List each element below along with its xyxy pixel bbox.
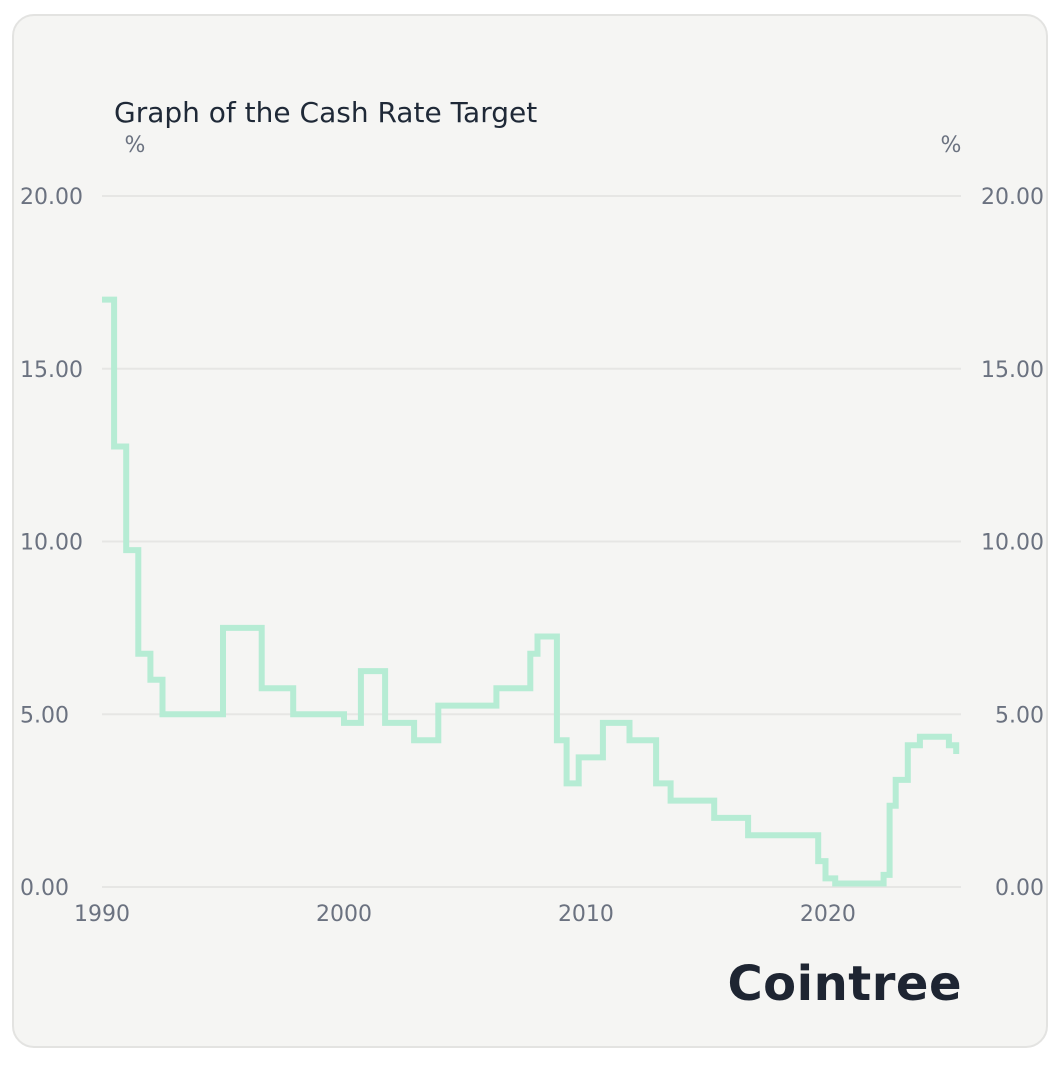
y-tick-label-right: 5.00 xyxy=(995,703,1044,728)
y-unit-label-right: % xyxy=(941,133,962,158)
x-tick-label: 2010 xyxy=(558,902,614,927)
y-tick-label-left: 15.00 xyxy=(20,358,83,383)
y-tick-label-right: 20.00 xyxy=(981,185,1044,210)
brand-logo: Cointree xyxy=(727,956,962,1012)
y-tick-label-right: 15.00 xyxy=(981,358,1044,383)
x-tick-label: 2000 xyxy=(316,902,372,927)
chart-card: Graph of the Cash Rate Target 0.00 0.00 5.… xyxy=(12,14,1048,1048)
y-tick-label-left: 0.00 xyxy=(20,876,69,901)
x-tick-label: 2020 xyxy=(800,902,856,927)
y-tick-label-right: 0.00 xyxy=(995,876,1044,901)
cash-rate-chart: 0.00 0.00 5.00 5.00 10.00 10.00 15.00 15.00 20.0… xyxy=(20,133,1044,927)
x-tick-label: 1990 xyxy=(74,902,130,927)
y-unit-label-left: % xyxy=(125,133,146,158)
y-tick-label-left: 10.00 xyxy=(20,531,83,556)
y-tick-label-right: 10.00 xyxy=(981,531,1044,556)
chart-title: Graph of the Cash Rate Target xyxy=(114,96,538,129)
series-line xyxy=(102,296,960,887)
y-tick-label-left: 20.00 xyxy=(20,185,83,210)
y-tick-label-left: 5.00 xyxy=(20,703,69,728)
